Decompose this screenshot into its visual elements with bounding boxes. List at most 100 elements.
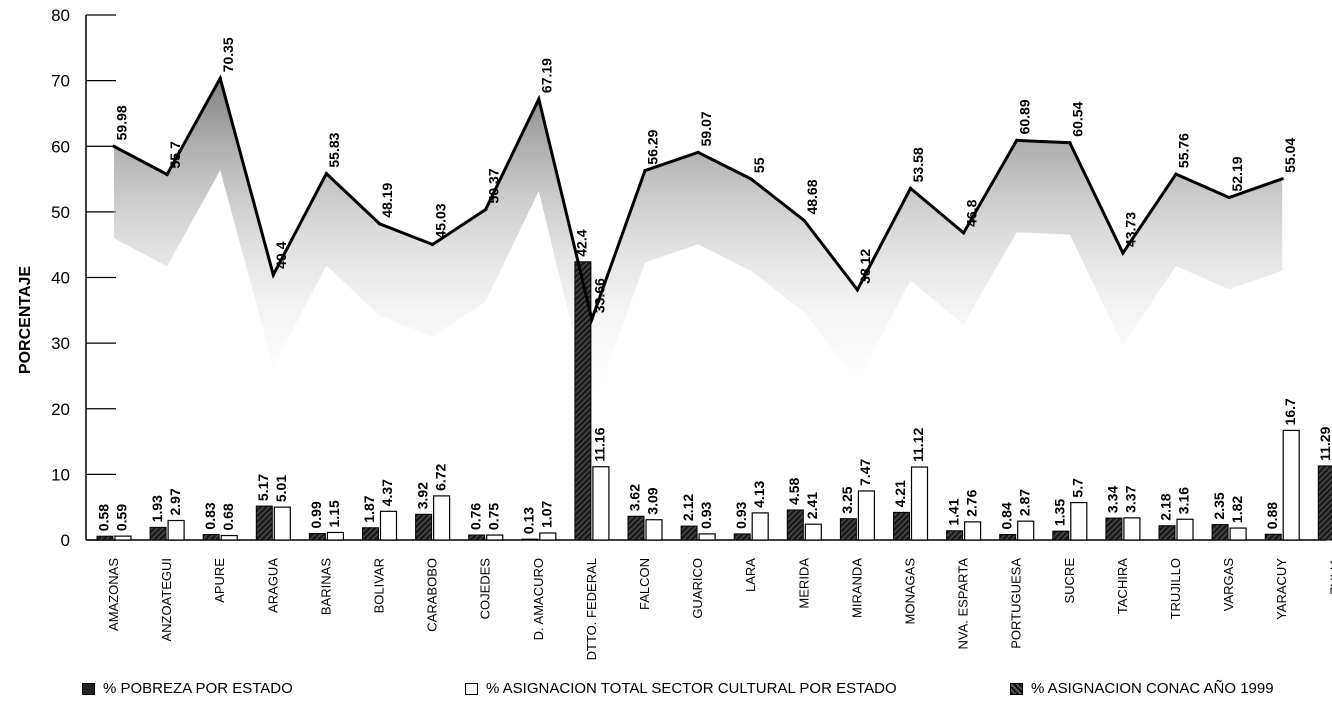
x-tick-label: YARACUY [1274, 558, 1289, 620]
bar-label-total: 16.7 [1282, 398, 1298, 425]
poverty-label: 55.76 [1176, 133, 1192, 168]
poverty-point [484, 207, 488, 212]
bar-label-conac: 0.99 [308, 501, 324, 528]
poverty-point [377, 222, 382, 226]
bar-total [220, 534, 238, 541]
bar-conac [96, 535, 114, 541]
bar-label-conac: 1.93 [149, 495, 165, 522]
bar-conac [1052, 530, 1070, 541]
poverty-point [749, 177, 753, 181]
y-axis-label: PORCENTAJE [17, 266, 34, 374]
poverty-point [165, 172, 169, 177]
y-tick-label: 10 [51, 465, 70, 484]
poverty-label: 33.66 [592, 278, 608, 313]
y-tick-label: 60 [51, 137, 70, 156]
x-tick-label: MONAGAS [903, 558, 918, 625]
bar-label-conac: 11.29 [1317, 426, 1332, 460]
bar-label-conac: 0.13 [521, 507, 537, 534]
poverty-label: 40.4 [273, 241, 289, 268]
bar-total [963, 521, 982, 541]
x-tick-label: ANZOATEGUI [159, 558, 174, 642]
x-tick-label: GUARICO [690, 558, 705, 619]
bar-conac [1105, 517, 1123, 541]
bar-total [1017, 520, 1035, 541]
bar-total [1229, 527, 1247, 541]
bar-label-conac: 5.17 [255, 474, 271, 501]
poverty-point [1227, 195, 1231, 200]
x-tick-label: BOLIVAR [372, 558, 387, 613]
poverty-label: 55.04 [1282, 138, 1298, 173]
bar-conac [893, 511, 910, 541]
poverty-label: 60.89 [1016, 99, 1032, 134]
x-tick-label: TRUJILLO [1168, 558, 1183, 619]
x-tick-label: VARGAS [1221, 558, 1236, 612]
legend-label-poverty: % POBREZA POR ESTADO [103, 680, 293, 697]
bar-total [645, 519, 663, 541]
bar-total [592, 466, 610, 541]
y-tick-label: 0 [61, 531, 70, 550]
bar-total [114, 535, 132, 541]
bar-label-total: 3.37 [1123, 485, 1139, 512]
bar-label-total: 1.07 [539, 501, 555, 528]
bar-label-total: 4.37 [379, 479, 395, 506]
poverty-label: 55.83 [326, 132, 342, 167]
bar-label-total: 3.09 [645, 487, 661, 514]
x-tick-label: APURE [212, 558, 227, 603]
legend-item-poverty: % POBREZA POR ESTADO [82, 680, 293, 697]
bar-label-total: 11.16 [592, 427, 608, 461]
bar-label-conac: 3.62 [627, 484, 643, 511]
y-tick-label: 20 [51, 400, 70, 419]
bar-total [1282, 429, 1300, 541]
x-tick-label: FALCON [637, 558, 652, 610]
bar-total [273, 506, 291, 541]
bar-total [910, 466, 929, 541]
bar-conac [255, 505, 273, 541]
bar-label-conac: 4.58 [786, 477, 802, 504]
poverty-label: 43.73 [1123, 212, 1139, 247]
y-tick-label: 30 [51, 334, 70, 353]
legend-label-conac: % ASIGNACION CONAC AÑO 1999 [1031, 680, 1274, 697]
bar-total [167, 519, 185, 541]
bar-label-conac: 2.18 [1158, 493, 1174, 520]
bar-conac [149, 526, 167, 541]
x-tick-label: ARAGUA [265, 558, 280, 613]
poverty-label: 50.37 [485, 168, 501, 203]
poverty-label: 60.54 [1070, 101, 1086, 136]
bar-label-conac: 1.87 [361, 495, 377, 522]
poverty-label: 48.19 [379, 183, 395, 218]
bar-total [857, 490, 876, 541]
y-tick-label: 50 [51, 203, 70, 222]
bar-conac [1211, 524, 1229, 541]
x-tick-label: BARINAS [318, 558, 333, 615]
bar-total [1070, 501, 1088, 541]
bar-conac [627, 515, 645, 541]
x-tick-label: COJEDES [478, 558, 493, 620]
legend-item-total: % ASIGNACION TOTAL SECTOR CULTURAL POR E… [465, 680, 897, 697]
x-tick-label: TACHIRA [1115, 558, 1130, 614]
bar-label-conac: 0.88 [1264, 502, 1280, 529]
bar-label-conac: 0.83 [202, 502, 218, 529]
bar-label-total: 1.82 [1229, 496, 1245, 523]
poverty-label: 56.29 [645, 129, 661, 164]
poverty-label: 45.03 [432, 203, 448, 238]
bar-conac [415, 513, 433, 541]
bar-conac [1264, 533, 1282, 541]
poverty-label: 59.07 [698, 111, 714, 146]
bar-label-conac: 2.35 [1211, 492, 1227, 519]
poverty-label: 53.58 [910, 147, 926, 182]
bar-label-conac: 42.4 [574, 229, 590, 256]
x-tick-label: LARA [743, 558, 758, 592]
bar-total [379, 510, 398, 541]
poverty-point [855, 288, 860, 292]
bar-total [751, 512, 769, 541]
bar-conac [1317, 465, 1332, 541]
poverty-point [324, 172, 328, 176]
poverty-point [271, 273, 275, 277]
poverty-point [112, 144, 116, 148]
bar-conac [733, 533, 751, 541]
y-tick-label: 40 [51, 269, 70, 288]
bar-conac [308, 533, 326, 541]
x-tick-label: ZULIA [1327, 558, 1332, 595]
bar-label-total: 5.01 [273, 475, 289, 502]
